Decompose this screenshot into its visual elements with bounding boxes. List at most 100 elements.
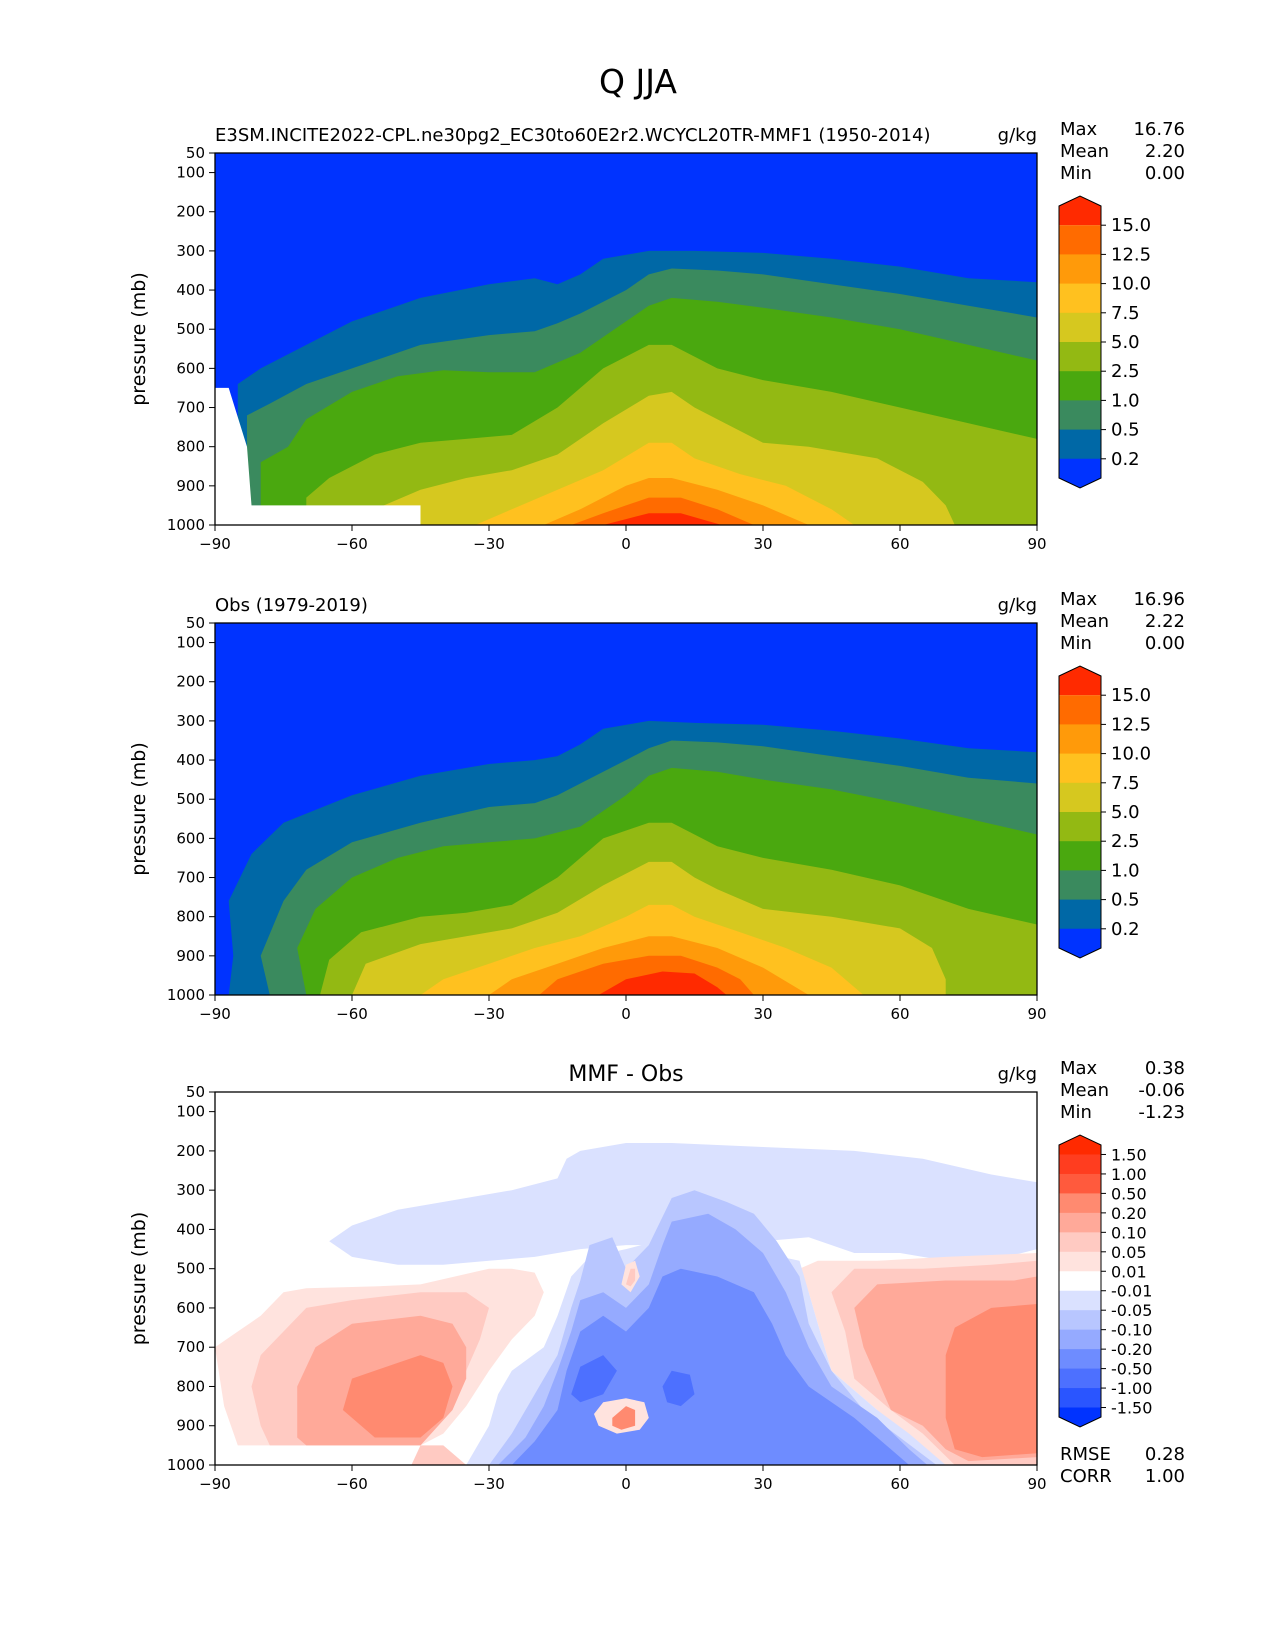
y-tick-label: 50 <box>186 1083 205 1101</box>
stat-mean-label: Mean <box>1060 611 1109 632</box>
colorbar-swatch <box>1059 1232 1101 1253</box>
colorbar: 1.501.000.500.200.100.050.01-0.01-0.05-0… <box>1058 1134 1152 1428</box>
y-tick-label: 800 <box>176 908 205 926</box>
y-tick-label: 900 <box>176 947 205 965</box>
plot-area <box>215 153 1037 525</box>
x-tick-label: −60 <box>336 1475 368 1493</box>
colorbar-swatch <box>1059 695 1101 725</box>
y-tick-label: 200 <box>176 1142 205 1160</box>
contour-region <box>612 1406 636 1430</box>
colorbar-tick-label: 0.5 <box>1111 420 1140 441</box>
x-tick-label: 60 <box>890 1005 909 1023</box>
colorbar-swatch <box>1059 1368 1101 1389</box>
contour-level-15 <box>598 971 727 995</box>
colorbar-swatch <box>1059 1173 1101 1194</box>
y-tick-label: 100 <box>176 164 205 182</box>
colorbar-swatch <box>1059 1290 1101 1311</box>
y-tick-label: 600 <box>176 1299 205 1317</box>
x-tick-label: 30 <box>753 1005 772 1023</box>
stat-rmse-label: RMSE <box>1060 1444 1111 1465</box>
stat-min-value: 0.00 <box>1145 163 1185 184</box>
panel-title-left: E3SM.INCITE2022-CPL.ne30pg2_EC30to60E2r2… <box>215 125 930 146</box>
y-tick-label: 700 <box>176 869 205 887</box>
colorbar-tick-label: 0.20 <box>1111 1204 1147 1223</box>
stat-mean-label: Mean <box>1060 141 1109 162</box>
x-tick-label: 30 <box>753 1475 772 1493</box>
contour-level-12_5 <box>571 497 754 525</box>
y-tick-label: 300 <box>176 1181 205 1199</box>
colorbar-swatch <box>1059 870 1101 901</box>
y-tick-label: 300 <box>176 242 205 260</box>
y-tick-label: 400 <box>176 281 205 299</box>
stat-rmse-value: 0.28 <box>1145 1444 1185 1465</box>
colorbar-swatch <box>1059 1349 1101 1370</box>
stat-max-label: Max <box>1060 589 1098 610</box>
stat-max-value: 16.96 <box>1133 589 1185 610</box>
contour-region <box>571 1355 617 1403</box>
y-tick-label: 700 <box>176 399 205 417</box>
y-tick-label: 500 <box>176 320 205 338</box>
colorbar-swatch <box>1059 666 1101 696</box>
colorbar-swatch <box>1059 928 1101 958</box>
x-tick-label: 60 <box>890 1475 909 1493</box>
colorbar-tick-label: -0.05 <box>1111 1301 1152 1320</box>
colorbar-swatch <box>1059 782 1101 813</box>
stat-max-label: Max <box>1060 1058 1098 1079</box>
stat-min-label: Min <box>1060 163 1092 184</box>
x-tick-label: −60 <box>336 1005 368 1023</box>
colorbar: 15.0 12.5 10.0 7.5 5.0 2.5 1.0 0.5 0.2 <box>1058 195 1151 489</box>
x-tick-label: −30 <box>473 535 505 553</box>
x-tick-label: 90 <box>1027 535 1046 553</box>
contour-region <box>945 1304 1037 1458</box>
colorbar-tick-label: -0.20 <box>1111 1340 1152 1359</box>
x-tick-label: 90 <box>1027 1475 1046 1493</box>
y-tick-label: 1000 <box>167 986 205 1004</box>
stat-mean-value: -0.06 <box>1138 1080 1185 1101</box>
stat-mean-label: Mean <box>1060 1080 1109 1101</box>
colorbar-swatch <box>1059 429 1101 460</box>
colorbar-tick-label: -0.01 <box>1111 1282 1152 1301</box>
y-tick-label: 50 <box>186 144 205 162</box>
contour-region <box>626 1268 636 1287</box>
colorbar-tick-label: -1.50 <box>1111 1399 1152 1418</box>
y-tick-label: 300 <box>176 712 205 730</box>
y-tick-label: 900 <box>176 1417 205 1435</box>
colorbar-swatch <box>1059 1407 1101 1427</box>
colorbar-tick-label: 1.0 <box>1111 860 1140 881</box>
colorbar-swatch <box>1059 1154 1101 1175</box>
colorbar-swatch <box>1059 1193 1101 1214</box>
units-label: g/kg <box>998 1064 1037 1085</box>
colorbar-swatch <box>1059 312 1101 343</box>
figure-title: Q JJA <box>599 62 677 101</box>
colorbar-swatch <box>1059 899 1101 930</box>
x-tick-label: 90 <box>1027 1005 1046 1023</box>
y-tick-label: 100 <box>176 634 205 652</box>
units-label: g/kg <box>998 125 1037 146</box>
stat-max-value: 16.76 <box>1133 119 1185 140</box>
panels: −90 −60 −30 0 30 60 90 50 100 200 300 400 500 600 700 8… <box>128 119 1185 1493</box>
x-tick-label: 0 <box>621 1475 631 1493</box>
colorbar-swatch <box>1059 812 1101 842</box>
y-tick-label: 200 <box>176 203 205 221</box>
x-tick-label: 30 <box>753 535 772 553</box>
stat-corr-label: CORR <box>1060 1466 1112 1487</box>
colorbar-tick-label: -0.10 <box>1111 1321 1152 1340</box>
colorbar-tick-label: 7.5 <box>1111 303 1140 324</box>
y-tick-label: 900 <box>176 477 205 495</box>
colorbar-swatch <box>1059 458 1101 488</box>
stat-min-value: 0.00 <box>1145 633 1185 654</box>
contour-region <box>662 1370 695 1407</box>
y-tick-label: 200 <box>176 673 205 691</box>
colorbar: 15.0 12.5 10.0 7.5 5.0 2.5 1.0 0.5 0.2 <box>1058 665 1151 959</box>
y-tick-label: 700 <box>176 1338 205 1356</box>
colorbar-outline <box>1058 665 1102 959</box>
colorbar-swatch <box>1059 1251 1101 1272</box>
stat-mean-value: 2.22 <box>1145 611 1185 632</box>
colorbar-swatch <box>1059 1388 1101 1409</box>
y-axis-label: pressure (mb) <box>128 272 150 406</box>
plot-area <box>215 623 1037 995</box>
x-tick-label: −90 <box>199 1005 231 1023</box>
colorbar-tick-label: -1.00 <box>1111 1379 1152 1398</box>
colorbar-tick-label: -0.50 <box>1111 1360 1152 1379</box>
